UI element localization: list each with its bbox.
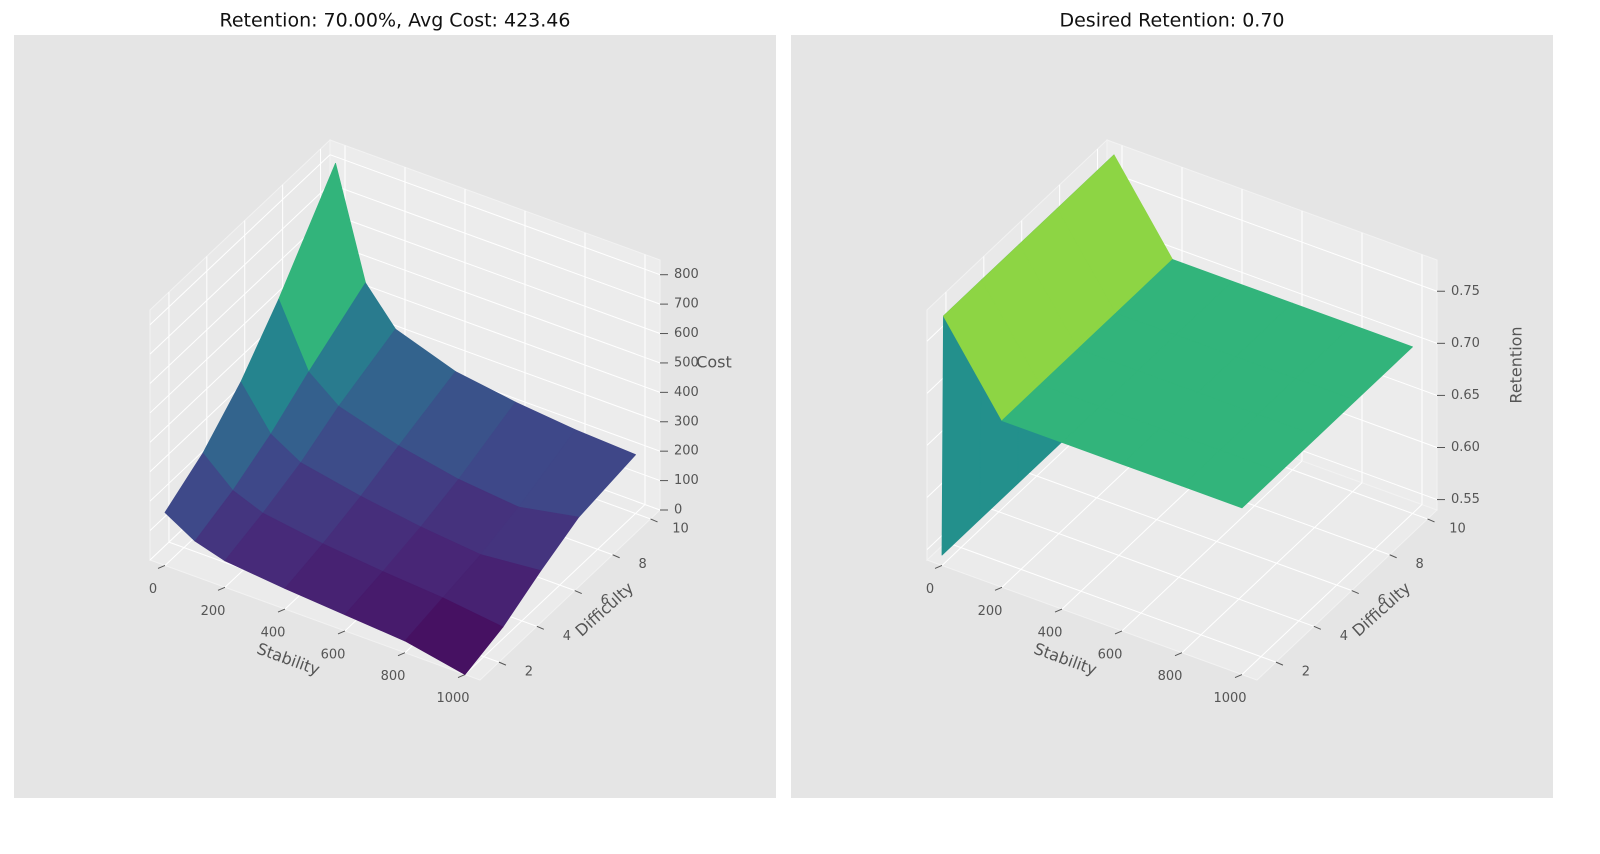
x-tick-label: 0: [926, 582, 934, 597]
tick-mark: [457, 674, 466, 679]
z-tick-label: 0.55: [1451, 492, 1480, 507]
x-tick-label: 200: [978, 604, 1003, 619]
tick-mark: [536, 625, 545, 630]
grid-line: [1121, 460, 1303, 632]
y-tick-label: 10: [672, 521, 689, 536]
tick-mark: [612, 554, 620, 559]
z-tick-label: 300: [674, 414, 699, 429]
grid-line: [464, 504, 646, 675]
grid-line: [945, 541, 1277, 663]
x-tick-label: 1000: [436, 691, 469, 706]
grid-line: [983, 505, 1315, 627]
z-axis-label: Retention: [1507, 326, 1526, 403]
surface-face: [404, 597, 504, 675]
tick-mark: [277, 608, 286, 613]
z-tick-label: 100: [674, 473, 699, 488]
grid-line: [149, 213, 331, 384]
tick-mark: [650, 518, 658, 523]
tick-mark: [1275, 661, 1284, 666]
grid-line: [329, 242, 661, 364]
grid-line: [149, 183, 331, 355]
z-tick-label: 0.70: [1451, 336, 1480, 351]
tick-mark: [994, 586, 1003, 591]
y-tick-label: 10: [1449, 521, 1466, 536]
z-tick-label: 800: [674, 267, 699, 282]
tick-mark: [1313, 625, 1322, 630]
tick-mark: [1174, 652, 1183, 657]
y-tick-label: 6: [1378, 593, 1386, 608]
chart-title: Desired Retention: 0.70: [1059, 10, 1284, 32]
x-tick-label: 200: [201, 604, 226, 619]
tick-mark: [157, 564, 166, 569]
x-tick-label: 0: [149, 582, 157, 597]
grid-line: [329, 271, 661, 393]
tick-mark: [498, 661, 507, 666]
tick-mark: [337, 630, 346, 635]
x-tick-label: 800: [1158, 669, 1183, 684]
z-tick-label: 700: [674, 297, 699, 312]
x-tick-label: 400: [1038, 626, 1063, 641]
tick-mark: [397, 652, 406, 657]
z-tick-label: 200: [674, 444, 699, 459]
tick-mark: [217, 586, 226, 591]
z-tick-label: 400: [674, 385, 699, 400]
grid-line: [329, 154, 661, 276]
z-tick-label: 500: [674, 355, 699, 370]
tick-mark: [1389, 554, 1397, 559]
z-tick-label: 0: [674, 503, 682, 518]
x-tick-label: 600: [1098, 647, 1123, 662]
y-tick-label: 4: [563, 629, 571, 644]
y-tick-label: 2: [1302, 665, 1310, 680]
grid-line: [329, 213, 661, 334]
grid-line: [1021, 470, 1352, 591]
z-tick-label: 0.75: [1451, 284, 1480, 299]
grid-line: [1241, 504, 1423, 675]
tick-mark: [1351, 590, 1359, 594]
surface-face: [1181, 449, 1281, 509]
tick-mark: [1114, 630, 1123, 635]
x-tick-label: 600: [321, 647, 346, 662]
z-tick-label: 0.60: [1451, 440, 1480, 455]
x-tick-label: 1000: [1213, 691, 1246, 706]
tick-mark: [574, 590, 582, 594]
tick-mark: [934, 564, 943, 569]
z-tick-label: 0.65: [1451, 388, 1480, 403]
tick-mark: [1054, 608, 1063, 613]
y-tick-label: 8: [638, 557, 646, 572]
chart-title: Retention: 70.00%, Avg Cost: 423.46: [220, 10, 571, 32]
x-tick-label: 800: [381, 669, 406, 684]
z-axis-label: Cost: [696, 353, 732, 372]
y-tick-label: 8: [1415, 557, 1423, 572]
y-tick-label: 4: [1340, 629, 1348, 644]
grid-line: [1106, 170, 1438, 292]
tick-mark: [1427, 518, 1435, 523]
y-tick-label: 6: [601, 593, 609, 608]
x-tick-label: 400: [261, 626, 286, 641]
grid-line: [149, 154, 331, 326]
grid-line: [329, 183, 661, 305]
grid-line: [1181, 482, 1363, 654]
tick-mark: [1234, 674, 1243, 679]
z-tick-label: 600: [674, 326, 699, 341]
y-tick-label: 2: [525, 665, 533, 680]
